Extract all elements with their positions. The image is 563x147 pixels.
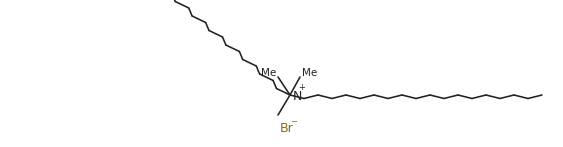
Text: Br: Br: [280, 122, 294, 136]
Text: Me: Me: [261, 68, 276, 78]
Text: N: N: [293, 90, 302, 102]
Text: −: −: [291, 117, 297, 127]
Text: +: +: [298, 83, 306, 92]
Text: Me: Me: [302, 68, 317, 78]
